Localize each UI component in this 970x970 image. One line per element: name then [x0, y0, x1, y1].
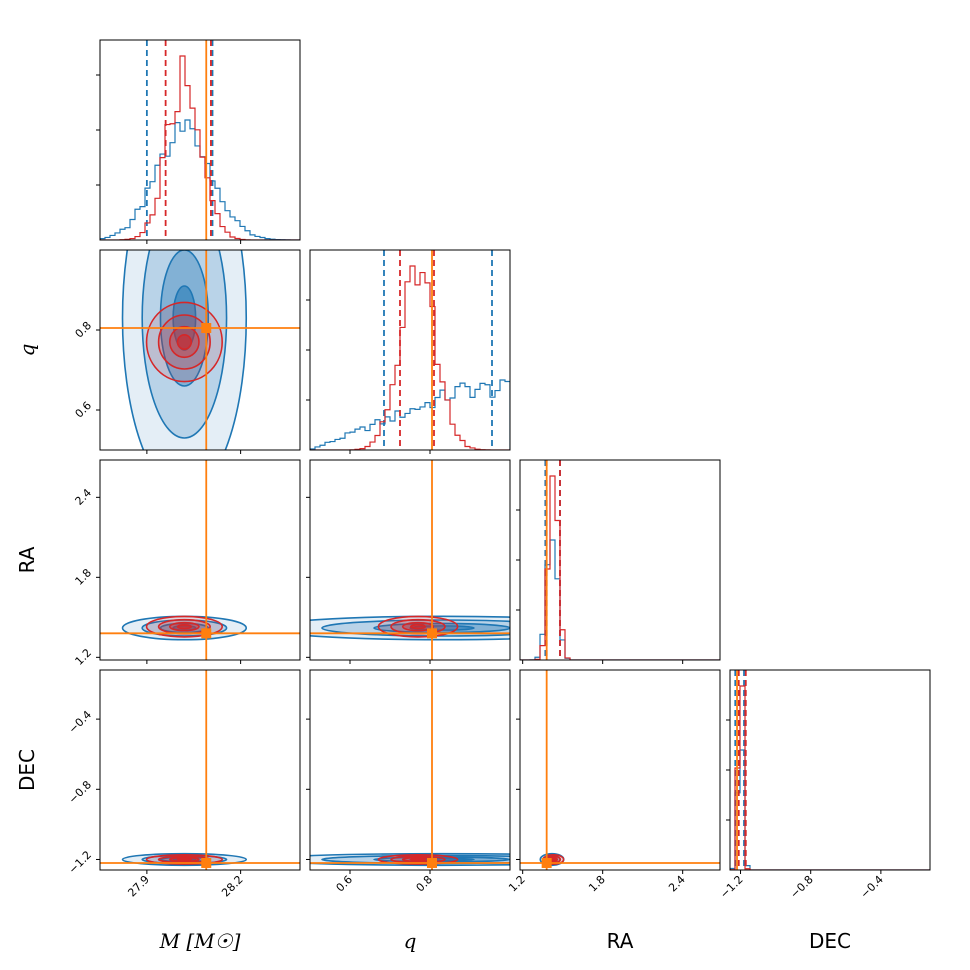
hist-run_blue-q — [310, 379, 510, 450]
panel-frame — [519, 669, 721, 871]
contour-run_red-3 — [176, 857, 193, 862]
truth-marker — [201, 323, 212, 333]
hist-run_red-q — [310, 265, 510, 450]
x-axis-label-q: q — [404, 929, 417, 953]
panel-frame — [99, 459, 301, 661]
panel-frame — [309, 669, 511, 871]
panel-RA-vs-q — [310, 460, 510, 660]
panel-DEC-vs-RA — [520, 670, 720, 870]
y-axis-label-DEC: DEC — [15, 749, 39, 791]
x-tick-label: −1.2 — [718, 873, 746, 901]
x-tick-label: 2.4 — [666, 873, 688, 895]
hist-run_blue-RA — [520, 539, 720, 660]
panel-q-vs-q — [310, 250, 510, 450]
y-tick-label: 1.8 — [73, 566, 95, 588]
x-axis-label-RA: RA — [607, 929, 634, 953]
x-tick-label: 1.8 — [586, 873, 608, 895]
truth-marker — [201, 857, 212, 868]
contour-run_red-3 — [550, 857, 557, 862]
x-tick-label: −0.4 — [858, 873, 886, 901]
hist-run_red-RA — [520, 475, 720, 660]
y-tick-label: 0.8 — [73, 319, 95, 341]
x-tick-label: −0.8 — [788, 873, 816, 901]
x-tick-label: 0.6 — [334, 873, 356, 895]
hist-run_red-DEC — [730, 685, 930, 870]
panel-frame — [99, 669, 301, 871]
contour-run_red-3 — [176, 624, 193, 630]
hist-run_blue-DEC — [730, 749, 930, 870]
panel-frame — [309, 459, 511, 661]
truth-marker — [541, 857, 552, 868]
panel-DEC-vs-DEC — [730, 670, 930, 870]
truth-marker — [427, 857, 437, 868]
x-tick-label: 27.9 — [125, 873, 152, 900]
panel-M-vs-M — [100, 40, 300, 240]
x-tick-label: 0.8 — [414, 873, 436, 895]
panel-frame — [99, 249, 301, 451]
truth-marker — [201, 628, 212, 639]
panel-DEC-vs-M — [100, 670, 300, 870]
contour-run_red-3 — [409, 624, 426, 630]
hist-run_red-M — [100, 55, 300, 240]
y-axis-label-q: q — [15, 344, 39, 357]
x-axis-label-M: M [M☉] — [159, 929, 241, 953]
x-tick-label: 28.2 — [219, 873, 246, 900]
panel-frame — [729, 669, 931, 871]
y-tick-label: 2.4 — [73, 486, 95, 508]
y-tick-label: 1.2 — [73, 646, 95, 668]
y-tick-label: −0.8 — [66, 778, 94, 806]
panel-q-vs-M — [100, 250, 300, 450]
y-axis-label-RA: RA — [15, 546, 39, 573]
y-tick-label: 0.6 — [73, 399, 95, 421]
x-axis-label-DEC: DEC — [809, 929, 851, 953]
panel-RA-vs-RA — [520, 460, 720, 660]
contour-run_red-3 — [409, 857, 426, 862]
y-tick-label: −0.4 — [66, 708, 94, 736]
truth-marker — [427, 628, 437, 639]
panel-frame — [99, 39, 301, 241]
panel-DEC-vs-q — [310, 670, 510, 870]
contour-run_red-3 — [176, 333, 193, 350]
x-tick-label: 1.2 — [506, 873, 528, 895]
y-tick-label: −1.2 — [66, 848, 94, 876]
panel-RA-vs-M — [100, 460, 300, 660]
